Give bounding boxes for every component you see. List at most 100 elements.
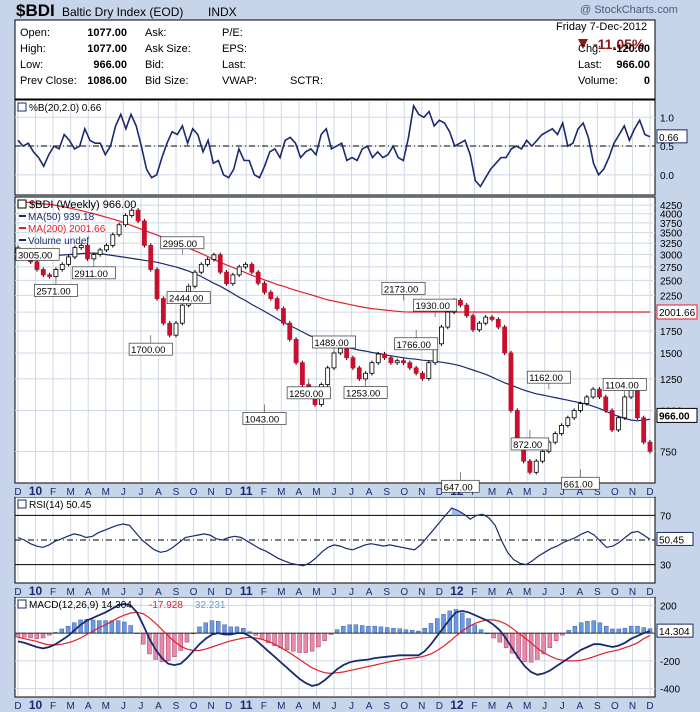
candle	[356, 367, 362, 380]
pctb-title: %B(20,2.0) 0.66	[29, 103, 102, 114]
annotation-box	[526, 370, 571, 384]
month-tick-label: S	[594, 701, 601, 712]
macd-histogram-bar	[353, 624, 359, 634]
candle	[141, 220, 147, 246]
month-tick-label: O	[611, 587, 619, 598]
month-tick-label: J	[542, 701, 547, 712]
annotation-box	[602, 378, 647, 391]
annotation-label: 1162.00	[529, 373, 563, 384]
annotation-box	[413, 298, 458, 312]
panel-3	[14, 596, 656, 698]
month-tick-label: N	[418, 487, 425, 498]
macd-histogram-bar	[422, 628, 427, 634]
candle	[331, 352, 337, 369]
annotation-box	[441, 479, 480, 493]
macd-histogram-bar	[316, 632, 321, 648]
macd-histogram-bar	[259, 632, 265, 640]
macd-histogram-bar	[115, 620, 121, 634]
macd-histogram-bar	[234, 626, 240, 634]
month-tick-label: F	[261, 701, 267, 712]
quote-value: 1077.00	[87, 43, 127, 55]
month-tick-label: J	[138, 701, 143, 712]
price-tick-label: 3750	[660, 219, 683, 230]
quote-label: High:	[20, 43, 46, 55]
quote-label: Low:	[20, 59, 44, 71]
macd-histogram-bar	[397, 628, 402, 634]
candle	[179, 304, 185, 324]
symbol: $BDI	[16, 1, 55, 20]
month-tick-label: A	[155, 701, 162, 712]
month-tick-label: M	[66, 701, 74, 712]
macd-histogram-bar	[334, 629, 340, 634]
macd-legend-entry: 32.231	[195, 600, 226, 611]
month-tick-label: M	[488, 487, 496, 498]
month-tick-label: F	[50, 587, 56, 598]
month-tick-label: M	[523, 701, 531, 712]
macd-histogram-bar	[566, 630, 571, 634]
candle	[104, 244, 109, 251]
annotation-label: 2571.00	[36, 286, 70, 297]
macd-legend-entry: -17.928	[149, 600, 183, 611]
macd-histogram-bar	[635, 625, 640, 634]
annotation-box	[242, 412, 287, 425]
month-tick-label: 12	[450, 698, 464, 712]
month-tick-label: J	[121, 587, 126, 598]
macd-histogram-bar	[347, 624, 352, 634]
annotation-label: 3005.00	[18, 250, 52, 261]
macd-histogram-bar	[228, 626, 233, 634]
candle	[388, 357, 394, 364]
candle	[616, 417, 621, 431]
macd-histogram-bar	[184, 632, 190, 643]
month-tick-label: O	[611, 487, 619, 498]
candle	[116, 224, 122, 236]
pctb-series-line	[17, 103, 651, 188]
macd-histogram-bar	[472, 624, 477, 634]
month-tick-label: J	[560, 487, 565, 498]
candle	[268, 291, 274, 299]
candle	[192, 271, 198, 287]
macd-histogram-bar	[616, 628, 621, 634]
candle	[470, 315, 476, 331]
macd-tick-label: -200	[660, 657, 680, 668]
candle	[110, 234, 116, 246]
quote-label: Last:	[578, 59, 602, 71]
macd-histogram-bar	[65, 625, 71, 634]
month-tick-label: A	[85, 487, 92, 498]
macd-histogram-bar	[491, 632, 496, 639]
annotation-label: 647.00	[444, 482, 473, 493]
candle	[262, 282, 267, 293]
macd-histogram-bar	[603, 625, 609, 634]
month-tick-label: S	[383, 701, 390, 712]
month-tick-label: A	[155, 487, 162, 498]
candle	[634, 388, 640, 419]
quote-date: Friday 7-Dec-2012	[556, 21, 648, 33]
candle	[464, 304, 470, 317]
candle	[489, 316, 495, 320]
month-tick-label: M	[102, 487, 110, 498]
quote-value: 1086.00	[87, 75, 127, 87]
month-tick-label: M	[66, 587, 74, 598]
candle	[540, 450, 545, 462]
month-tick-label: D	[436, 587, 443, 598]
candle	[91, 254, 97, 260]
candle	[597, 388, 602, 398]
candle	[552, 433, 558, 443]
macd-tick-label: -400	[660, 685, 680, 696]
month-tick-label: A	[85, 701, 92, 712]
month-tick-label: N	[629, 701, 636, 712]
macd-histogram-bar	[435, 618, 440, 634]
candle	[293, 339, 299, 364]
month-tick-label: D	[225, 487, 232, 498]
change-pct: -11.05%	[593, 36, 645, 52]
exchange: INDX	[208, 5, 237, 19]
month-tick-label: N	[207, 487, 214, 498]
candle	[217, 254, 223, 273]
quote-label: Volume:	[578, 75, 618, 87]
candle	[565, 417, 571, 426]
price-tick-label: 3000	[660, 251, 683, 262]
annotation-box	[312, 335, 356, 349]
month-tick-label: J	[349, 587, 354, 598]
annotation-label: 1043.00	[245, 415, 279, 426]
